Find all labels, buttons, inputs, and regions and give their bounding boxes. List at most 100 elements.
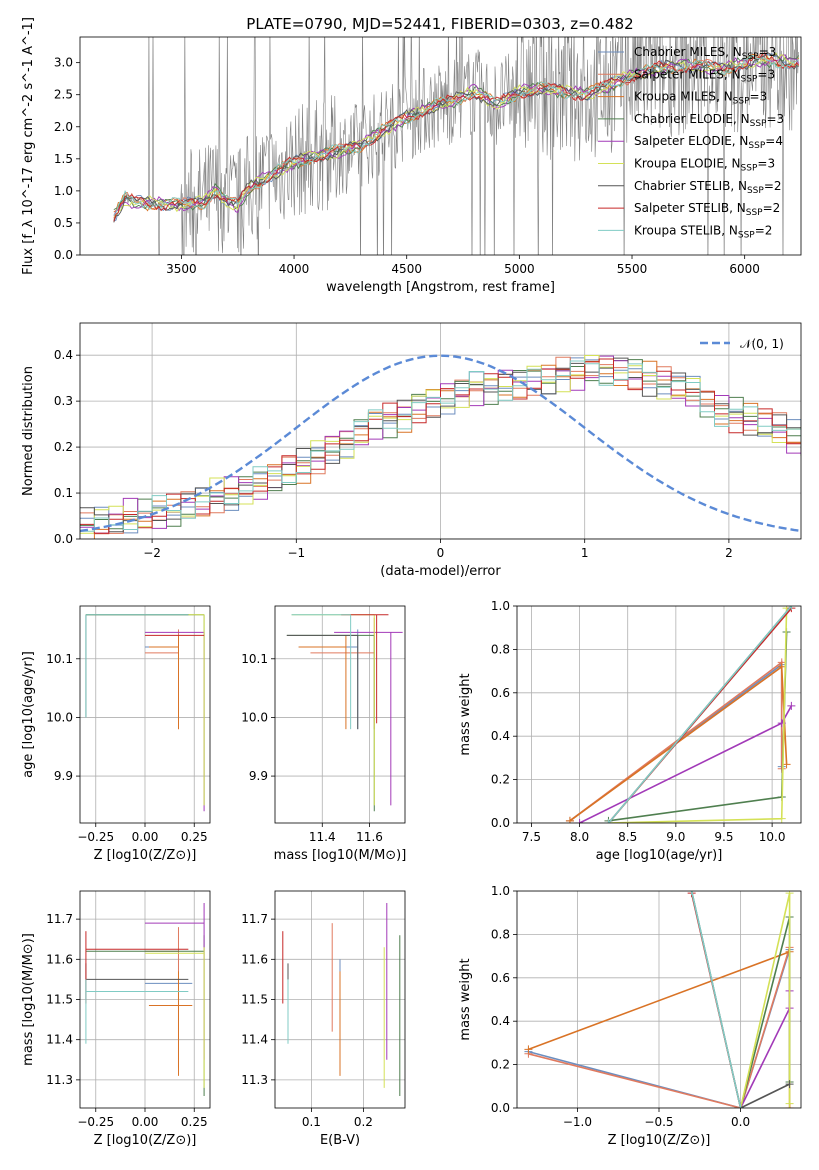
x-tick-label: 9.5 xyxy=(714,830,733,844)
x-tick-label: −2 xyxy=(143,546,161,560)
x-axis-label: Z [log10(Z/Z⊙)] xyxy=(608,1133,711,1148)
series-salpeter-elodie xyxy=(739,990,791,1108)
y-tick-label: 1.5 xyxy=(54,152,73,166)
y-tick-label: 10.0 xyxy=(241,710,268,724)
y-tick-label: 0.2 xyxy=(491,1058,510,1072)
legend-label: Salpeter STELIB, NSSP=2 xyxy=(634,201,780,218)
plot-area-mass-vs-EBV xyxy=(275,891,405,1108)
y-tick-label: 11.6 xyxy=(46,952,73,966)
legend-label: Salpeter ELODIE, NSSP=4 xyxy=(634,134,783,151)
x-tick-label: 7.5 xyxy=(522,830,541,844)
x-tick-label: −1 xyxy=(287,546,305,560)
y-tick-label: 10.1 xyxy=(46,652,73,666)
series-salpeter-elodie-marker xyxy=(575,819,584,823)
plot-area-mass-vs-Z xyxy=(80,891,210,1108)
legend-label: Salpeter MILES, NSSP=3 xyxy=(634,67,775,84)
model-spectrum-salpeter-elodie xyxy=(113,54,800,216)
y-tick-label: 0.5 xyxy=(54,216,73,230)
x-tick-label: 8.0 xyxy=(570,830,589,844)
x-tick-label: 0 xyxy=(437,546,445,560)
plot-area-residuals xyxy=(80,323,801,539)
normal-curve xyxy=(80,354,801,533)
x-tick-label: 0.2 xyxy=(354,1115,373,1129)
histogram-kroupa-miles xyxy=(80,360,801,539)
y-tick-label: 1.0 xyxy=(491,884,510,898)
y-tick-label: 0.0 xyxy=(491,816,510,830)
y-tick-label: 11.7 xyxy=(241,912,268,926)
legend-sub: SSP xyxy=(738,230,755,240)
x-tick-label: −0.25 xyxy=(77,1115,114,1129)
y-axis-label: age [log10(age/yr)] xyxy=(21,651,36,778)
axes-frame xyxy=(79,890,211,1109)
y-tick-label: 11.4 xyxy=(241,1033,268,1047)
axes-frame xyxy=(274,890,406,1109)
y-tick-label: 0.1 xyxy=(54,486,73,500)
y-tick-label: 9.9 xyxy=(249,769,268,783)
x-tick-label: −1.0 xyxy=(563,1115,592,1129)
legend-sub: SSP xyxy=(746,208,763,218)
y-tick-label: 0.0 xyxy=(54,248,73,262)
series-kroupa-stelib-marker xyxy=(604,819,613,823)
panel-residuals: −2 −1 0 1 2 0.0 0.1 0.2 0.3 0.4 (data-model)/error… xyxy=(21,322,802,579)
plot-area-weight-vs-Z xyxy=(517,891,801,1108)
axes-frame xyxy=(79,322,802,540)
axes-frame xyxy=(516,605,802,824)
x-tick-label: −0.25 xyxy=(77,830,114,844)
series-kroupa-elodie-marker xyxy=(785,891,794,898)
x-tick-label: 2 xyxy=(725,546,733,560)
y-tick-label: 9.9 xyxy=(54,769,73,783)
axes-frame xyxy=(79,605,211,824)
y-tick-label: 0.0 xyxy=(491,1101,510,1115)
y-axis-label: mass weight xyxy=(458,958,473,1040)
x-tick-label: 11.4 xyxy=(309,830,336,844)
series-kroupa-miles-marker xyxy=(782,760,791,769)
panel-weight-vs-Z: −1.0 −0.5 0.0 0.0 0.2 0.4 0.6 0.8 1.0 Z [log10(Z/… xyxy=(458,884,802,1148)
x-axis-label: (data-model)/error xyxy=(380,564,501,579)
x-tick-label: 10.0 xyxy=(759,830,786,844)
y-axis-label: mass [log10(M/M⊙)] xyxy=(21,933,36,1066)
legend-label: 𝒩(0, 1) xyxy=(740,337,784,351)
x-axis-label: E(B-V) xyxy=(320,1133,360,1148)
legend-label: Chabrier MILES, NSSP=3 xyxy=(634,45,776,62)
x-tick-label: −0.5 xyxy=(644,1115,673,1129)
y-tick-label: 11.7 xyxy=(46,912,73,926)
legend-sub: SSP xyxy=(742,52,759,62)
y-axis-label: mass weight xyxy=(458,673,473,755)
y-tick-label: 2.0 xyxy=(54,120,73,134)
axes-frame xyxy=(274,605,406,824)
plot-area-spectrum xyxy=(113,37,800,255)
series-kroupa-stelib xyxy=(690,891,742,1108)
series-kroupa-miles-marker xyxy=(777,662,786,671)
y-tick-label: 1.0 xyxy=(54,184,73,198)
plot-area-age-vs-Z xyxy=(80,606,210,823)
y-tick-label: 10.0 xyxy=(46,710,73,724)
x-tick-label: 0.25 xyxy=(181,1115,208,1129)
y-tick-label: 11.6 xyxy=(241,952,268,966)
x-axis-label: wavelength [Angstrom, rest frame] xyxy=(326,280,555,295)
legend-label: Kroupa STELIB, NSSP=2 xyxy=(634,223,772,240)
panel-age-vs-Z: −0.25 0.00 0.25 9.9 10.0 10.1 Z [log10(Z/Z⊙)] a… xyxy=(21,605,211,863)
y-tick-label: 0.3 xyxy=(54,394,73,408)
axes-frame xyxy=(79,36,802,256)
legend: Chabrier MILES, NSSP=3 Salpeter MILES, NS… xyxy=(598,45,784,240)
x-tick-label: 0.00 xyxy=(132,1115,159,1129)
x-axis-label: Z [log10(Z/Z⊙)] xyxy=(94,1133,197,1148)
series-kroupa-stelib-marker xyxy=(687,891,696,895)
legend-label: Chabrier ELODIE, NSSP=3 xyxy=(634,112,784,129)
y-tick-label: 0.2 xyxy=(54,440,73,454)
y-axis-label: Flux [f_λ 10^-17 erg cm^-2 s^-1 A^-1] xyxy=(21,17,36,275)
panel-mass-vs-EBV: 0.1 0.2 11.3 11.4 11.5 11.6 11.7 E(B-V) xyxy=(241,890,406,1148)
y-tick-label: 11.4 xyxy=(46,1033,73,1047)
panel-weight-vs-age: 7.5 8.0 8.5 9.0 9.5 10.0 0.0 0.2 0.4 0.6 0.8 1.0 age… xyxy=(458,599,802,863)
panel-age-vs-mass: 11.4 11.6 9.9 10.0 10.1 mass [log10(M/M⊙)] xyxy=(241,605,407,863)
axes-frame xyxy=(516,890,802,1109)
x-tick-label: 6000 xyxy=(729,262,760,276)
legend-label: Kroupa ELODIE, NSSP=3 xyxy=(634,157,775,174)
x-axis-label: Z [log10(Z/Z⊙)] xyxy=(94,848,197,863)
y-tick-label: 1.0 xyxy=(491,599,510,613)
plot-area-weight-vs-age xyxy=(517,606,801,823)
x-axis-label: mass [log10(M/M⊙)] xyxy=(274,848,407,863)
plot-area-age-vs-mass xyxy=(275,606,405,823)
y-tick-label: 0.2 xyxy=(491,773,510,787)
